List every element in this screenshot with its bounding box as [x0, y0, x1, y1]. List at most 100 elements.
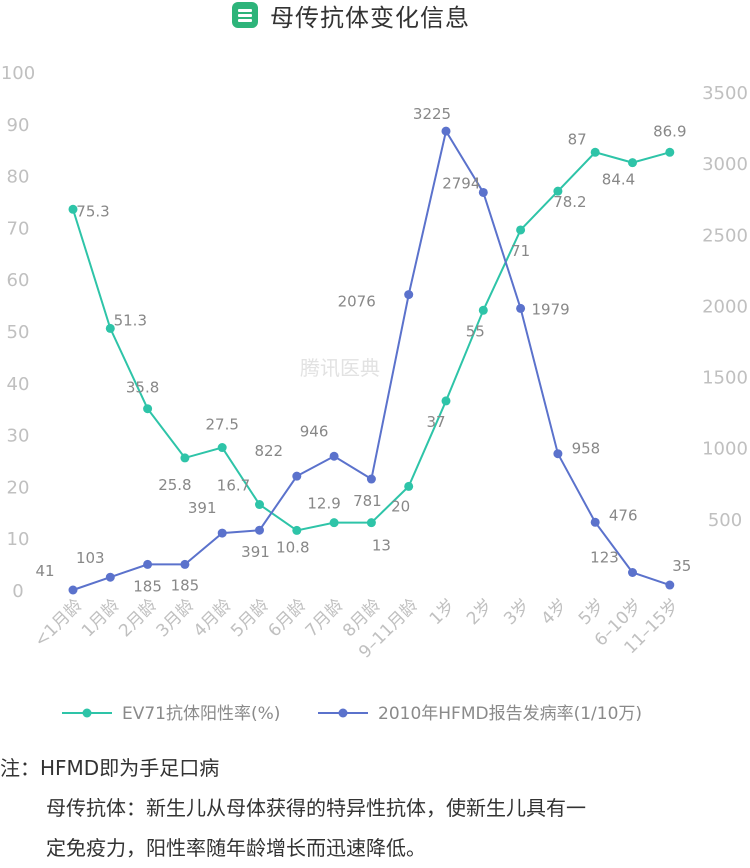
ev71-point [553, 186, 563, 196]
right-axis-tick: 3000 [702, 154, 748, 175]
ev71-point [665, 147, 675, 157]
hfmd-data-label: 476 [609, 506, 638, 524]
ev71-data-label: 37 [426, 413, 445, 431]
legend-swatch-marker [82, 708, 92, 718]
x-axis-tick: 6月龄 [264, 595, 310, 641]
x-axis-tick: 4岁 [538, 595, 572, 629]
note-line-2: 母传抗体：新生儿从母体获得的特异性抗体，使新生儿具有一 [46, 796, 586, 820]
left-axis-tick: 80 [7, 167, 30, 188]
ev71-data-label: 10.8 [276, 538, 309, 556]
hfmd-point [329, 451, 339, 461]
right-axis-tick: 500 [708, 510, 742, 531]
document-icon [232, 2, 258, 28]
ev71-point [217, 443, 227, 453]
hfmd-data-label: 958 [572, 440, 601, 458]
chart-title: 母传抗体变化信息 [270, 4, 470, 32]
hfmd-data-label: 185 [133, 577, 162, 595]
hfmd-data-label: 103 [76, 549, 105, 567]
hfmd-data-label: 391 [241, 543, 270, 561]
x-axis-tick: 2岁 [463, 595, 497, 629]
hfmd-point [553, 449, 563, 459]
ev71-point [143, 404, 153, 414]
hfmd-data-label: 822 [254, 442, 283, 460]
left-axis-tick: 70 [7, 218, 30, 239]
ev71-data-label: 20 [391, 497, 410, 515]
right-axis-tick: 2500 [702, 225, 748, 246]
ev71-point [255, 500, 264, 510]
ev71-data-label: 87 [568, 130, 587, 148]
note-line-1: 注：HFMD即为手足口病 [0, 756, 220, 780]
hfmd-point [143, 559, 153, 569]
ev71-data-label: 12.9 [307, 495, 340, 513]
ev71-data-label: 35.8 [126, 379, 159, 397]
ev71-point [478, 305, 488, 315]
right-axis-tick: 2000 [702, 296, 748, 317]
ev71-point [105, 323, 115, 333]
x-axis-tick: 2月龄 [115, 595, 161, 641]
hfmd-point [292, 471, 302, 481]
x-axis-tick: 4月龄 [190, 595, 236, 641]
hfmd-point [441, 126, 451, 136]
legend-label: 2010年HFMD报告发病率(1/10万) [378, 704, 642, 724]
hfmd-point [478, 187, 488, 197]
hfmd-point [217, 528, 227, 538]
ev71-data-label: 71 [511, 242, 530, 260]
legend-label: EV71抗体阳性率(%) [122, 704, 280, 724]
ev71-point [590, 147, 600, 157]
ev71-data-label: 16.7 [217, 477, 250, 495]
x-axis-tick: 3岁 [500, 595, 534, 629]
hfmd-point [516, 303, 526, 313]
ev71-data-label: 75.3 [76, 202, 109, 220]
note-line-3: 定免疫力，阳性率随年龄增长而迅速降低。 [46, 836, 426, 860]
x-axis-tick: 1月龄 [78, 595, 124, 641]
hfmd-data-label: 1979 [532, 300, 570, 318]
hfmd-point [366, 474, 376, 484]
hfmd-point [590, 517, 600, 527]
ev71-point [628, 158, 637, 168]
x-axis-tick: 1岁 [426, 595, 460, 629]
ev71-point [329, 518, 339, 528]
ev71-data-label: 78.2 [553, 193, 586, 211]
ev71-data-label: 13 [372, 537, 391, 555]
hfmd-point [180, 559, 190, 569]
x-axis-tick: 3月龄 [153, 595, 199, 641]
ev71-data-label: 51.3 [114, 311, 147, 329]
hfmd-point [628, 567, 637, 577]
ev71-point [180, 453, 190, 463]
hfmd-data-label: 946 [300, 422, 329, 440]
chart-title-bar: 母传抗体变化信息 [0, 0, 750, 32]
watermark: 腾讯医典 [300, 356, 380, 380]
hfmd-data-label: 123 [590, 548, 619, 566]
ev71-point [68, 204, 78, 214]
legend-swatch-marker [338, 708, 348, 718]
left-axis-tick: 20 [7, 477, 30, 498]
ev71-point [441, 396, 451, 406]
hfmd-data-label: 2076 [338, 293, 376, 311]
hfmd-data-label: 781 [353, 492, 382, 510]
hfmd-point [665, 580, 675, 590]
ev71-data-label: 55 [466, 322, 485, 340]
left-axis-tick: 60 [7, 270, 30, 291]
hfmd-data-label: 185 [171, 576, 200, 594]
right-axis-tick: 3500 [702, 83, 748, 104]
ev71-point [292, 525, 302, 535]
hfmd-data-label: 41 [35, 562, 54, 580]
hfmd-data-label: 3225 [413, 105, 451, 123]
right-axis-tick: 1500 [702, 368, 748, 389]
ev71-data-label: 25.8 [158, 476, 191, 494]
hfmd-point [68, 585, 78, 595]
ev71-data-label: 86.9 [653, 122, 686, 140]
left-axis-tick: 10 [7, 529, 30, 550]
ev71-point [366, 518, 376, 528]
left-axis-tick: 90 [7, 115, 30, 136]
left-axis-tick: 40 [7, 374, 30, 395]
hfmd-data-label: 35 [672, 557, 691, 575]
hfmd-point [255, 525, 264, 535]
x-axis-tick: 7月龄 [302, 595, 348, 641]
hfmd-data-label: 391 [188, 499, 217, 517]
left-axis-tick: 0 [12, 581, 23, 602]
x-axis-tick: <1月龄 [31, 595, 87, 651]
dual-axis-line-chart: 0 10 20 30 40 50 60 70 80 90 100 500 1000 1500 2000 250… [1, 63, 748, 724]
left-axis-tick: 30 [7, 426, 30, 447]
footnote: 注：HFMD即为手足口病 母传抗体：新生儿从母体获得的特异性抗体，使新生儿具有一… [0, 748, 750, 868]
